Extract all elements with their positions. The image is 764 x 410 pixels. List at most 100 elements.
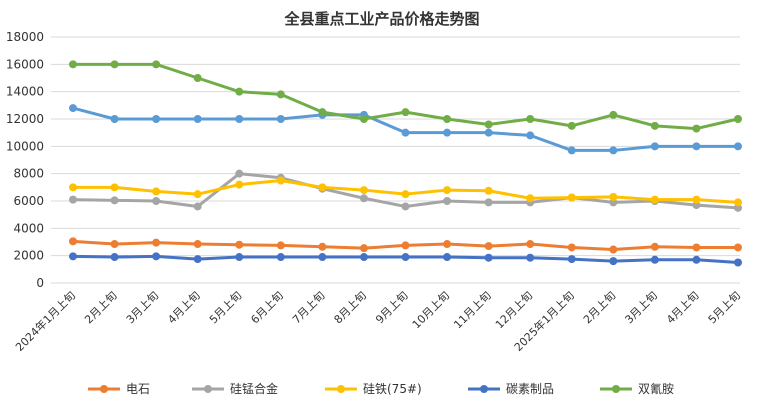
data-point — [69, 104, 77, 113]
data-point — [692, 201, 701, 210]
data-point — [235, 115, 244, 123]
y-tick-label: 12000 — [6, 112, 44, 126]
y-tick-label: 8000 — [13, 167, 44, 181]
data-point — [276, 115, 285, 123]
data-point — [609, 198, 618, 207]
data-point — [69, 60, 77, 69]
data-point — [692, 243, 701, 252]
data-point — [692, 124, 701, 133]
data-point — [526, 240, 535, 249]
data-point — [359, 244, 368, 253]
data-point — [567, 193, 576, 202]
x-tick-label: 5月上旬 — [706, 289, 743, 326]
legend-label: 双氰胺 — [638, 381, 674, 396]
x-tick-label: 6月上旬 — [248, 289, 285, 326]
data-point — [69, 183, 77, 192]
data-point — [69, 195, 77, 204]
data-point — [650, 121, 659, 130]
data-point — [152, 115, 161, 123]
data-point — [443, 186, 452, 195]
data-point — [235, 87, 244, 96]
x-tick-label: 4月上旬 — [664, 289, 701, 326]
data-point — [152, 252, 161, 261]
y-tick-label: 4000 — [13, 221, 44, 235]
data-point — [318, 183, 327, 192]
data-point — [69, 237, 77, 246]
data-point — [734, 258, 742, 267]
y-tick-label: 10000 — [6, 139, 44, 153]
x-tick-label: 10月上旬 — [410, 289, 452, 331]
x-tick-label: 3月上旬 — [124, 289, 161, 326]
data-point — [318, 108, 327, 117]
data-point — [567, 121, 576, 130]
legend-marker — [480, 385, 488, 393]
data-point — [443, 128, 452, 137]
x-tick-label: 7月上旬 — [290, 289, 327, 326]
data-point — [484, 198, 493, 207]
data-point — [484, 242, 493, 251]
data-point — [152, 197, 161, 205]
data-point — [734, 142, 742, 151]
data-point — [193, 190, 202, 199]
data-point — [484, 128, 493, 137]
data-point — [193, 115, 202, 123]
data-point — [276, 90, 285, 99]
data-point — [650, 142, 659, 151]
data-point — [235, 169, 244, 178]
data-point — [734, 198, 742, 207]
data-point — [734, 203, 742, 212]
y-tick-label: 6000 — [13, 194, 44, 208]
data-point — [526, 194, 535, 203]
data-point — [692, 142, 701, 151]
data-point — [443, 253, 452, 262]
legend: 电石 硅锰合金 硅铁(75#) 碳素制品 双氰胺 — [88, 381, 674, 396]
y-tick-label: 0 — [36, 276, 44, 290]
data-point — [235, 180, 244, 189]
data-point — [609, 192, 618, 201]
y-tick-label: 16000 — [6, 57, 44, 71]
data-point — [401, 253, 410, 262]
x-tick-label: 3月上旬 — [623, 289, 660, 326]
series-lines — [69, 60, 742, 267]
x-tick-label: 12月上旬 — [493, 289, 535, 331]
y-tick-label: 2000 — [13, 249, 44, 263]
data-point — [443, 240, 452, 249]
x-tick-label: 2024年1月上旬 — [12, 288, 78, 354]
data-point — [152, 187, 161, 196]
y-tick-label: 18000 — [6, 30, 44, 44]
data-point — [734, 243, 742, 252]
data-point — [235, 240, 244, 249]
legend-label: 硅锰合金 — [230, 381, 278, 396]
x-tick-label: 11月上旬 — [451, 289, 493, 331]
data-point — [609, 146, 618, 155]
legend-label: 碳素制品 — [506, 382, 554, 396]
data-point — [359, 194, 368, 203]
data-point — [526, 131, 535, 140]
data-point — [152, 60, 161, 69]
data-point — [567, 255, 576, 264]
data-point — [484, 186, 493, 195]
data-point — [443, 197, 452, 205]
data-point — [193, 240, 202, 249]
legend-marker — [337, 385, 345, 393]
data-point — [609, 257, 618, 266]
data-point — [359, 253, 368, 262]
data-point — [359, 115, 368, 123]
data-point — [401, 190, 410, 199]
data-point — [443, 115, 452, 123]
data-point — [318, 242, 327, 251]
data-point — [152, 238, 161, 247]
data-point — [276, 241, 285, 250]
legend-marker — [204, 385, 212, 393]
data-point — [193, 74, 202, 82]
data-point — [318, 253, 327, 262]
legend-marker — [100, 385, 108, 393]
x-tick-label: 5月上旬 — [207, 289, 244, 326]
x-axis-ticks: 2024年1月上旬 2月上旬 3月上旬 4月上旬 5月上旬 6月上旬 7月上旬 8月上旬 9月上… — [12, 288, 743, 354]
data-point — [110, 240, 119, 249]
data-point — [110, 196, 119, 205]
data-point — [692, 195, 701, 204]
data-point — [484, 253, 493, 262]
x-tick-label: 8月上旬 — [332, 289, 369, 326]
